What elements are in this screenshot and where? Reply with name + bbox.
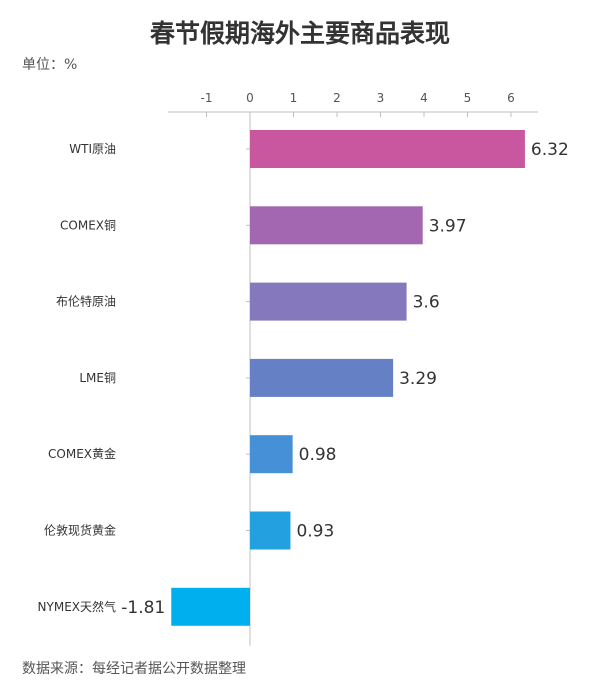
category-label: 伦敦现货黄金	[44, 523, 116, 538]
category-label: COMEX黄金	[48, 446, 116, 461]
category-label: NYMEX天然气	[38, 599, 116, 614]
source-note: 数据来源：每经记者据公开数据整理	[22, 661, 246, 677]
x-tick-label: -1	[201, 91, 213, 105]
unit-label: 单位：%	[22, 57, 78, 73]
x-tick-label: 5	[464, 91, 472, 105]
data-label: 3.6	[413, 293, 440, 313]
x-tick-label: 1	[290, 91, 298, 105]
x-tick-label: 2	[333, 91, 341, 105]
bar	[250, 282, 407, 321]
bar	[250, 511, 291, 550]
category-label: 布伦特原油	[56, 294, 116, 309]
bar	[250, 206, 423, 245]
x-tick-label: 3	[377, 91, 385, 105]
category-label: WTI原油	[69, 142, 116, 156]
bar	[250, 358, 394, 397]
x-tick-label: 4	[420, 91, 428, 105]
x-tick-label: 0	[246, 91, 254, 105]
bar	[250, 130, 525, 168]
data-label: 0.93	[296, 522, 334, 542]
bar	[171, 587, 250, 626]
data-label: -1.81	[121, 598, 165, 618]
category-label: LME铜	[79, 370, 116, 385]
bar	[250, 435, 293, 474]
chart-title: 春节假期海外主要商品表现	[149, 19, 450, 48]
x-tick-label: 6	[507, 91, 515, 105]
category-label: COMEX铜	[60, 217, 116, 232]
data-label: 3.97	[429, 216, 467, 236]
data-label: 6.32	[531, 140, 569, 160]
data-label: 0.98	[299, 445, 337, 465]
data-label: 3.29	[399, 369, 437, 389]
